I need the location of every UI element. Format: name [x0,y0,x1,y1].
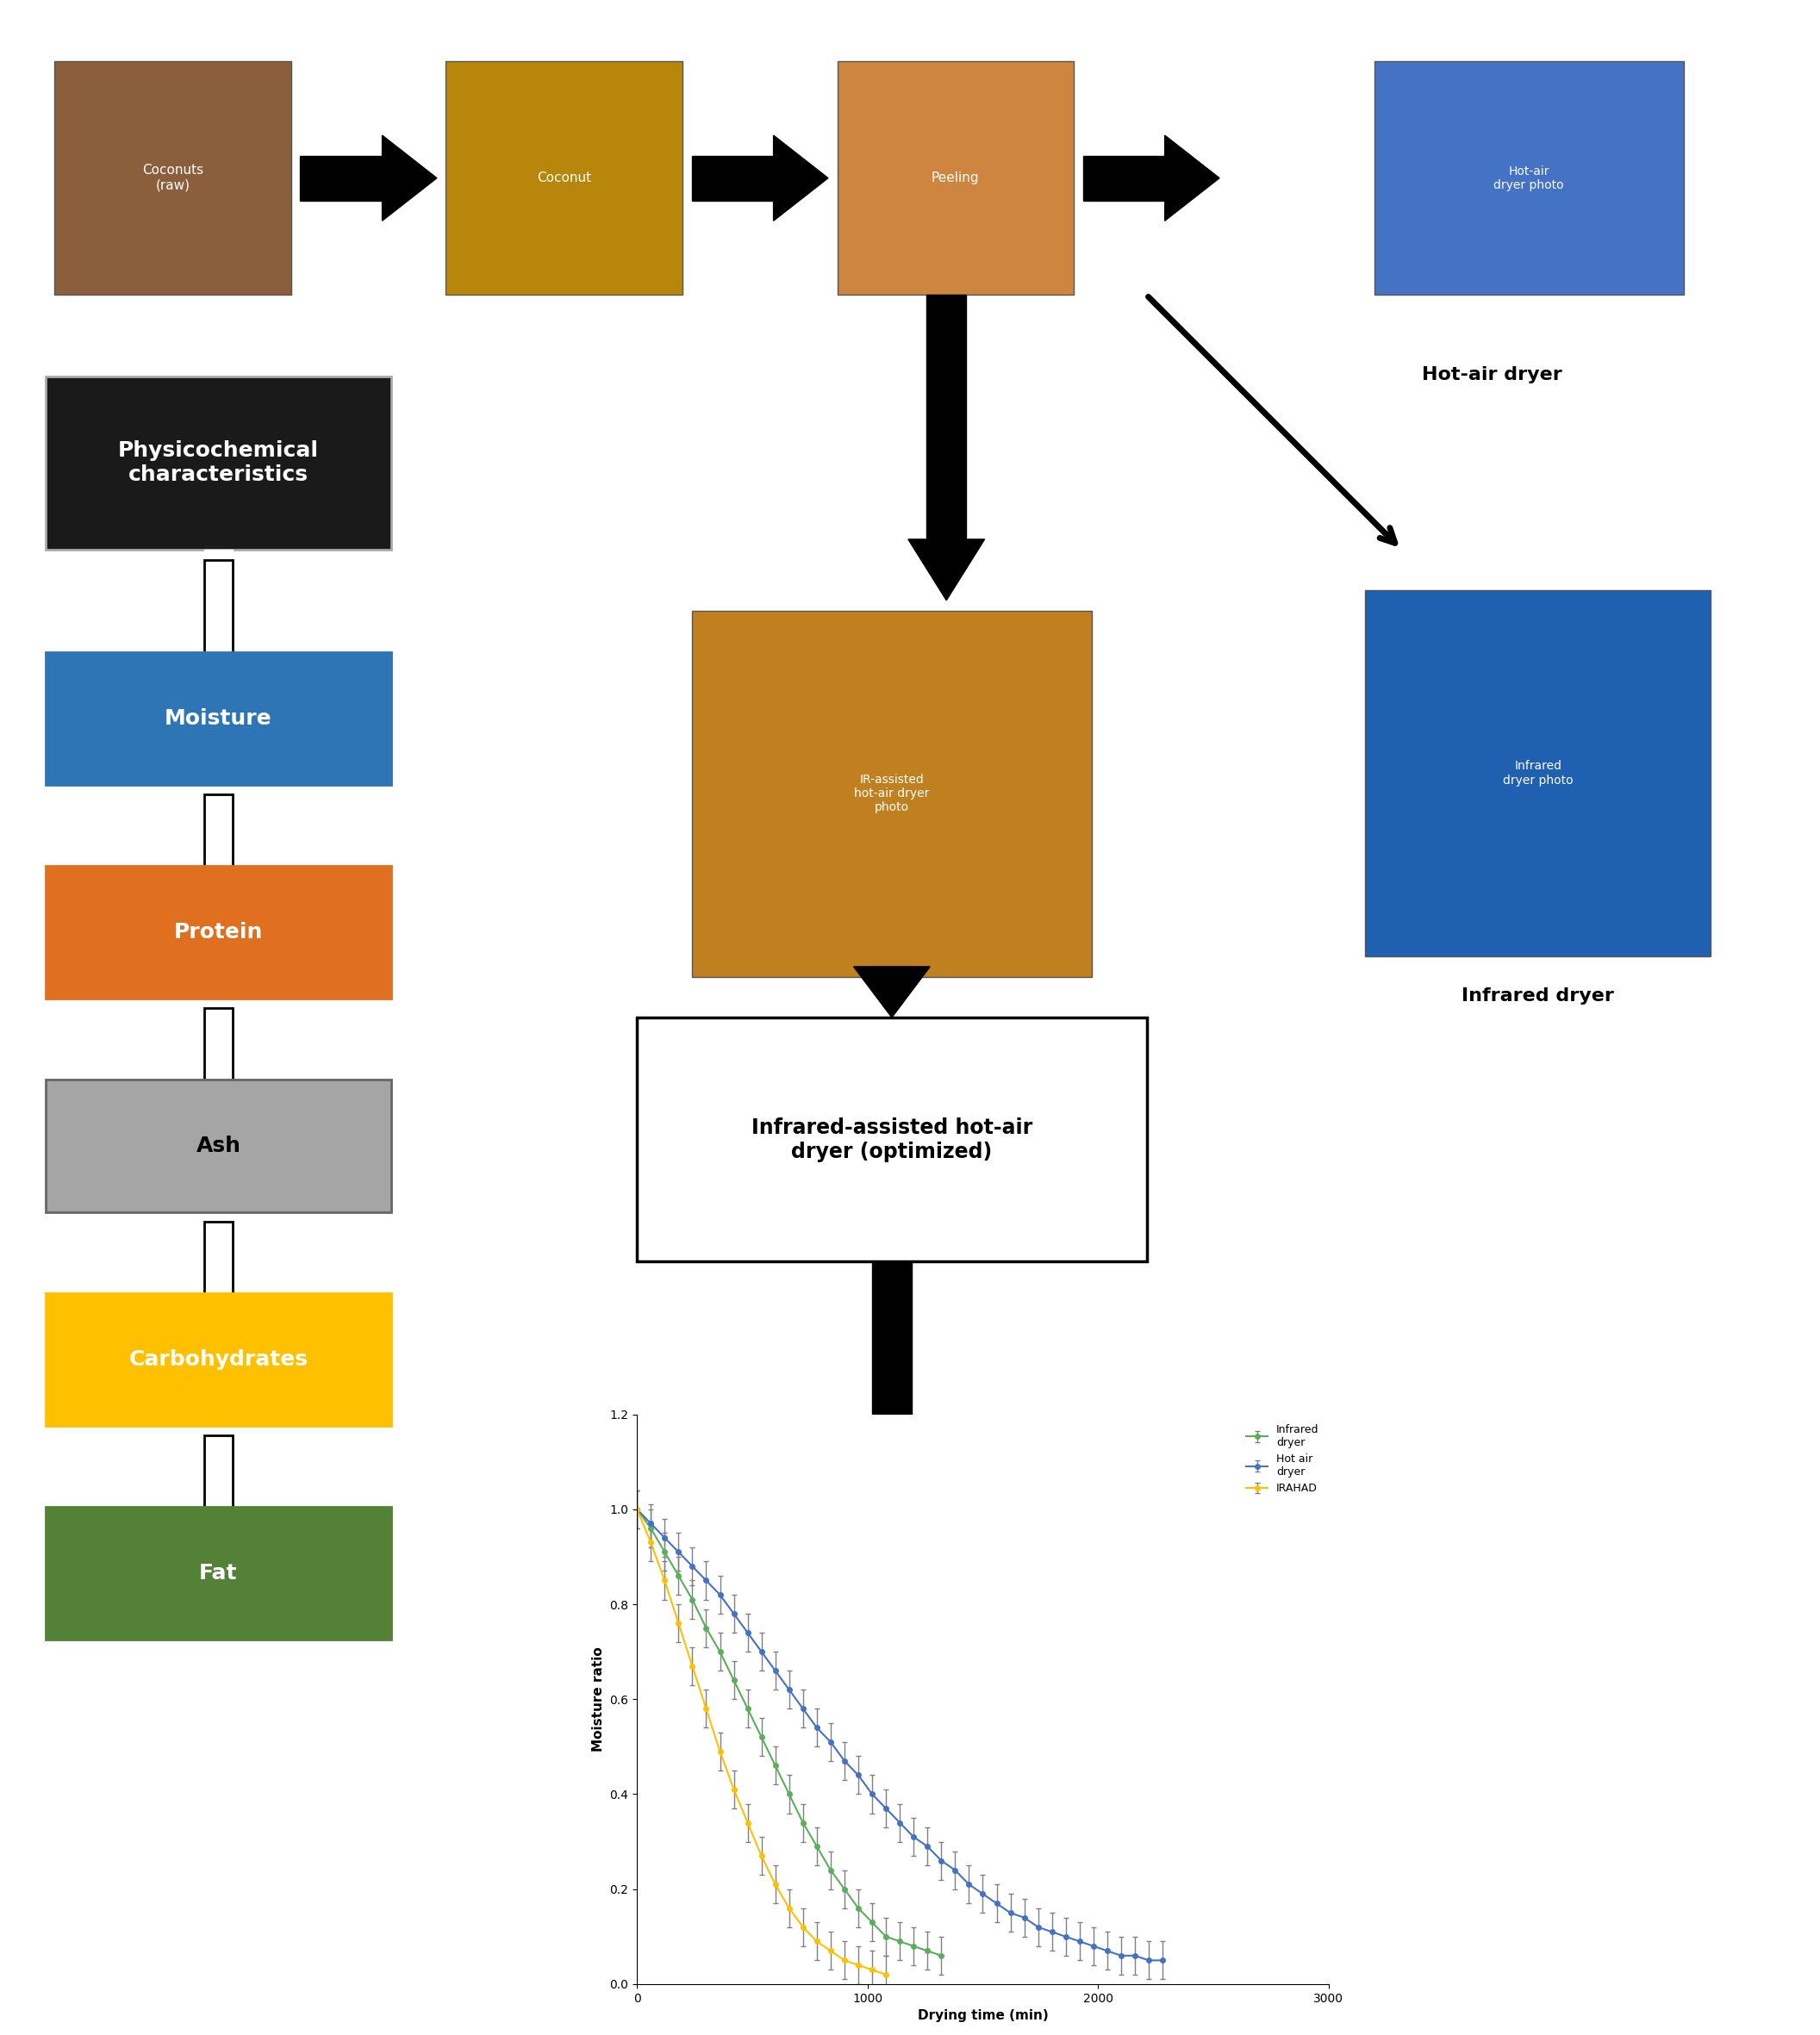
FancyBboxPatch shape [837,61,1074,295]
FancyBboxPatch shape [46,1506,391,1640]
Legend: Infrared
dryer, Hot air
dryer, IRAHAD: Infrared dryer, Hot air dryer, IRAHAD [1241,1420,1323,1498]
Bar [204,1437,233,1518]
Text: Infrared-assisted hot-air
dryer (optimized): Infrared-assisted hot-air dryer (optimiz… [752,1117,1032,1162]
Text: Physicochemical
characteristics: Physicochemical characteristics [118,442,318,484]
Bar [204,1221,233,1302]
Text: IR-assisted
hot-air dryer
photo: IR-assisted hot-air dryer photo [854,773,930,814]
Text: Infrared
dryer photo: Infrared dryer photo [1503,761,1572,786]
Bar [692,157,774,201]
Polygon shape [186,663,251,714]
Text: Hot-air
dryer photo: Hot-air dryer photo [1494,165,1563,191]
FancyBboxPatch shape [46,376,391,549]
Polygon shape [1165,134,1219,222]
Bar [872,1262,912,1465]
X-axis label: Drying time (min): Drying time (min) [917,2009,1048,2023]
FancyBboxPatch shape [46,1081,391,1213]
Text: Protein: Protein [175,922,262,942]
Text: Ash: Ash [197,1136,240,1156]
FancyBboxPatch shape [446,61,682,295]
Polygon shape [189,641,248,682]
Text: Coconut: Coconut [537,171,592,185]
FancyBboxPatch shape [55,61,291,295]
Text: Carbohydrates: Carbohydrates [129,1349,308,1370]
Text: Coconuts
(raw): Coconuts (raw) [142,165,204,191]
Bar [1083,157,1165,201]
Text: Infrared dryer: Infrared dryer [1461,987,1614,1003]
Bar [300,157,382,201]
Bar [204,796,233,875]
FancyBboxPatch shape [1374,61,1683,295]
Bar [926,295,966,539]
Polygon shape [186,1518,251,1567]
FancyBboxPatch shape [637,1018,1147,1262]
Text: Peeling: Peeling [932,171,979,185]
Bar [204,1009,233,1091]
Polygon shape [854,1465,930,1526]
Polygon shape [186,1091,251,1140]
FancyBboxPatch shape [1365,590,1711,956]
Polygon shape [774,134,828,222]
Polygon shape [186,875,251,928]
FancyBboxPatch shape [46,651,391,786]
Polygon shape [854,967,930,1018]
FancyBboxPatch shape [46,1294,391,1424]
Bar [872,967,912,977]
Bar [204,560,233,663]
Text: Fat: Fat [198,1563,238,1583]
Text: Hot-air dryer: Hot-air dryer [1421,366,1563,383]
Polygon shape [908,539,985,600]
Bar [204,549,233,641]
FancyBboxPatch shape [692,610,1092,977]
Polygon shape [186,1302,251,1355]
FancyBboxPatch shape [46,867,391,999]
Text: Moisture: Moisture [164,708,273,729]
Polygon shape [382,134,437,222]
Y-axis label: Moisture ratio: Moisture ratio [592,1646,604,1752]
